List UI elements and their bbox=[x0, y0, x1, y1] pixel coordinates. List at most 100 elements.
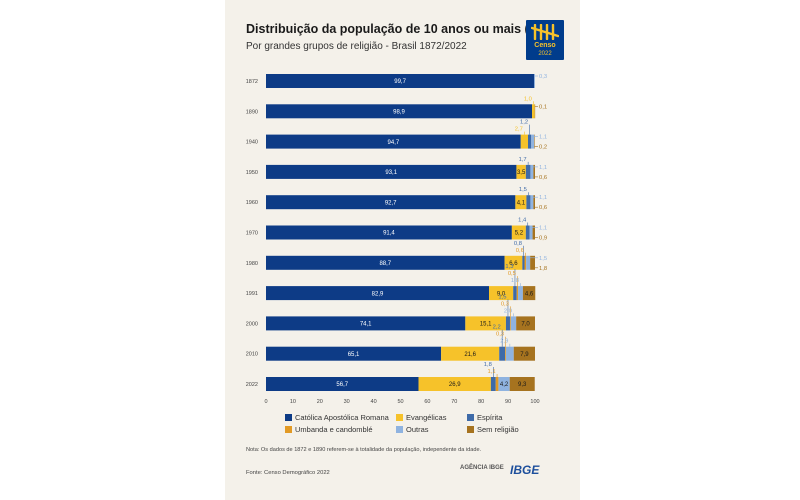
bar-segment bbox=[490, 377, 496, 391]
year-label: 2022 bbox=[246, 382, 258, 388]
x-tick-label: 30 bbox=[344, 399, 350, 405]
bar-segment bbox=[505, 346, 506, 361]
data-label-right: 0,1 bbox=[539, 104, 547, 110]
data-label-above: 0,5 bbox=[508, 271, 516, 277]
bar-segment bbox=[266, 316, 466, 331]
data-label-right: 0,6 bbox=[539, 205, 547, 211]
legend-swatch bbox=[285, 414, 292, 421]
bar-segment bbox=[526, 195, 531, 210]
data-label: 74,1 bbox=[360, 322, 372, 328]
bar-segment bbox=[516, 316, 535, 331]
data-label-above: 2,7 bbox=[515, 127, 523, 133]
legend-label: Sem religião bbox=[477, 425, 519, 434]
legend-item-sem-religiao: Sem religião bbox=[467, 425, 519, 434]
data-label-above: 2,2 bbox=[493, 325, 501, 331]
bar-segment bbox=[531, 134, 535, 149]
data-label: 7,0 bbox=[521, 322, 530, 328]
year-label: 1991 bbox=[246, 291, 258, 297]
bar-segment bbox=[533, 164, 535, 179]
logo-year: 2022 bbox=[538, 51, 552, 57]
bar-segment bbox=[530, 195, 534, 210]
chart-title: Distribuição da população de 10 anos ou … bbox=[246, 22, 544, 36]
bar-segment bbox=[516, 286, 519, 301]
data-label: 98,9 bbox=[393, 110, 405, 116]
bar-segment bbox=[515, 195, 527, 210]
bar-segment bbox=[509, 316, 511, 331]
bar-segment bbox=[418, 377, 491, 391]
agencia-ibge-logo: AGÊNCIA IBGE bbox=[460, 465, 504, 471]
x-tick-label: 20 bbox=[317, 399, 323, 405]
data-label-right: 1,1 bbox=[539, 135, 547, 141]
legend-item-espirita: Espírita bbox=[467, 413, 502, 422]
logo-text: Censo bbox=[534, 42, 556, 49]
data-label-right: 1,1 bbox=[539, 195, 547, 201]
data-label-above: 1,5 bbox=[498, 294, 506, 300]
data-label: 9,3 bbox=[518, 382, 527, 388]
bar-segment bbox=[465, 316, 506, 331]
data-label: 94,7 bbox=[388, 140, 400, 146]
bar-segment bbox=[516, 164, 526, 179]
x-tick-label: 50 bbox=[397, 399, 403, 405]
data-label: 92,7 bbox=[385, 200, 397, 206]
data-label: 88,7 bbox=[379, 261, 391, 267]
data-label-above: 2,9 bbox=[500, 339, 508, 345]
legend-label: Outras bbox=[406, 425, 429, 434]
year-label: 2000 bbox=[246, 321, 258, 327]
bar-segment bbox=[513, 346, 535, 361]
data-label-above: 1,2 bbox=[520, 120, 528, 126]
data-label-above: 1,7 bbox=[519, 157, 527, 163]
data-label: 6,6 bbox=[509, 261, 518, 267]
bar-segment bbox=[498, 377, 510, 391]
bar-segment bbox=[511, 225, 526, 240]
data-label: 99,7 bbox=[394, 79, 406, 85]
chart-subtitle: Por grandes grupos de religião - Brasil … bbox=[246, 41, 467, 52]
ibge-logo: IBGE bbox=[510, 463, 540, 477]
data-label-above: 1,3 bbox=[505, 264, 513, 270]
data-label-above: 1,5 bbox=[519, 187, 527, 193]
bar-segment bbox=[532, 104, 535, 119]
data-label: 82,9 bbox=[372, 291, 384, 297]
year-label: 1980 bbox=[246, 261, 258, 267]
data-label-right: 0,6 bbox=[539, 175, 547, 181]
tally-marks-icon bbox=[531, 24, 559, 40]
year-label: 2010 bbox=[246, 352, 258, 358]
bar-segment bbox=[266, 74, 535, 88]
bar-segment bbox=[505, 346, 514, 361]
data-label-above: 1,8 bbox=[484, 362, 492, 368]
year-label: 1872 bbox=[246, 79, 258, 85]
data-label: 65,1 bbox=[348, 352, 360, 358]
data-label-right: 0,2 bbox=[539, 145, 547, 151]
bar-segment bbox=[510, 316, 517, 331]
bar-segment bbox=[526, 255, 531, 270]
bar-segment bbox=[266, 286, 490, 301]
bar-segment bbox=[266, 377, 419, 391]
legend-item-evangelicas: Evangélicas bbox=[396, 413, 446, 422]
bar-segment bbox=[530, 164, 534, 179]
data-label-above: 1,1 bbox=[488, 369, 496, 375]
data-label: 4,2 bbox=[500, 382, 509, 388]
data-label: 15,1 bbox=[480, 322, 492, 328]
year-label: 1960 bbox=[246, 200, 258, 206]
data-label: 93,1 bbox=[385, 170, 397, 176]
x-tick-label: 10 bbox=[290, 399, 296, 405]
bar-segment bbox=[520, 134, 529, 149]
data-label: 4,1 bbox=[517, 200, 526, 206]
data-label: 5,2 bbox=[515, 231, 524, 237]
bar-segment bbox=[495, 377, 499, 391]
data-label: 91,4 bbox=[383, 231, 395, 237]
x-tick-label: 60 bbox=[424, 399, 430, 405]
year-label: 1940 bbox=[246, 140, 258, 146]
legend-swatch bbox=[467, 414, 474, 421]
data-label: 9,0 bbox=[497, 291, 506, 297]
bar-segment bbox=[505, 316, 510, 331]
x-tick-label: 100 bbox=[530, 399, 539, 405]
legend-swatch bbox=[396, 426, 403, 433]
bar-segment bbox=[525, 225, 530, 240]
bar-segment bbox=[266, 346, 442, 361]
data-label: 21,6 bbox=[464, 352, 476, 358]
year-label: 1890 bbox=[246, 109, 258, 115]
data-label-right: 0,9 bbox=[539, 236, 547, 242]
legend-label: Evangélicas bbox=[406, 413, 447, 422]
bar-segment bbox=[266, 195, 516, 210]
data-label: 26,9 bbox=[449, 382, 461, 388]
